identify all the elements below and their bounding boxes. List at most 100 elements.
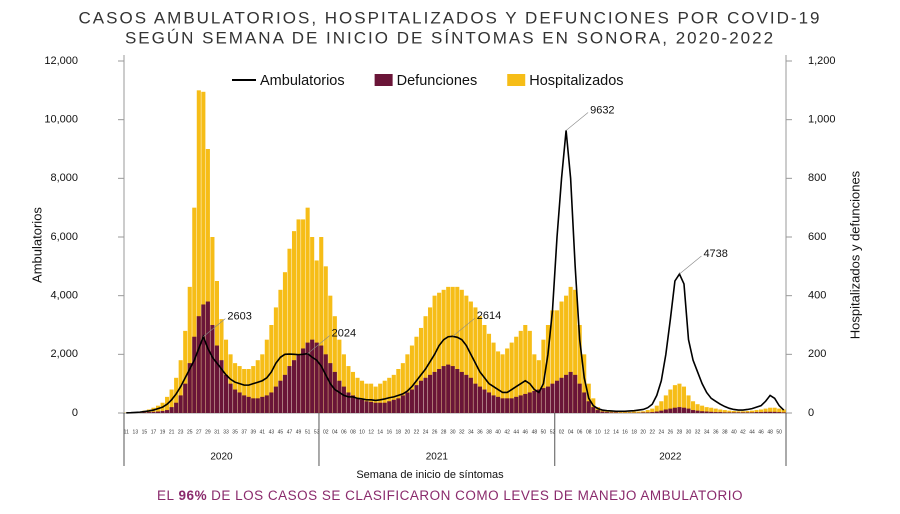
bar [187, 363, 192, 413]
bar [450, 286, 455, 413]
y2-tick-label: 1,200 [808, 55, 836, 67]
x-tick-label: 33 [223, 429, 229, 435]
bar [777, 408, 782, 413]
bar [423, 377, 428, 413]
bar [396, 369, 401, 413]
bar [437, 292, 442, 413]
x-tick-label: 48 [532, 429, 538, 435]
bar [183, 330, 188, 413]
bar [600, 411, 605, 413]
bar [360, 380, 365, 413]
bar [455, 286, 460, 413]
bar [305, 342, 310, 413]
bar [428, 374, 433, 413]
bar [763, 411, 768, 413]
bar [609, 412, 614, 413]
bar [296, 354, 301, 413]
bar [174, 377, 179, 413]
bar [609, 411, 614, 413]
bar [468, 301, 473, 413]
bar [759, 409, 764, 413]
bar [491, 342, 496, 413]
x-tick-label: 11 [124, 429, 129, 435]
x-tick-label: 47 [287, 429, 293, 435]
bar [536, 389, 541, 413]
bar [700, 411, 705, 413]
x-tick-label: 24 [659, 429, 665, 435]
bar [264, 395, 269, 413]
x-tick-label: 34 [704, 429, 710, 435]
footer-text: DE LOS CASOS SE CLASIFICARON COMO LEVES … [211, 488, 743, 503]
bar [754, 412, 759, 413]
bar [455, 369, 460, 413]
legend-label: Defunciones [397, 73, 478, 89]
bar [749, 410, 755, 413]
bar [659, 401, 664, 413]
bar [246, 369, 251, 413]
bar [223, 374, 229, 413]
bar [301, 348, 306, 413]
bar [233, 363, 238, 413]
bar [613, 411, 619, 413]
bar [713, 412, 718, 413]
x-tick-label: 41 [260, 429, 266, 435]
bar [518, 330, 523, 413]
x-tick-label: 20 [640, 429, 646, 435]
bar [282, 374, 288, 413]
x-tick-label: 18 [631, 429, 637, 435]
bar [151, 411, 156, 413]
bar [441, 289, 446, 413]
bar [686, 408, 691, 413]
bar [382, 402, 387, 413]
bar [450, 366, 455, 413]
y-tick-label: 8,000 [50, 172, 78, 184]
bar [613, 412, 619, 413]
label-leader [452, 318, 475, 337]
bar [391, 399, 396, 413]
bar [727, 412, 732, 413]
bar [577, 325, 582, 413]
bar [314, 260, 319, 413]
bar [672, 385, 677, 413]
group-label: 2022 [659, 452, 682, 463]
x-tick-label: 30 [450, 429, 456, 435]
bar [350, 371, 356, 413]
bar [459, 289, 464, 413]
bar [409, 389, 414, 413]
bar [564, 295, 569, 413]
bar [486, 333, 492, 413]
bar [722, 412, 727, 413]
x-tick-label: 37 [241, 429, 247, 435]
x-tick-label: 15 [142, 429, 148, 435]
x-tick-label: 36 [477, 429, 483, 435]
x-tick-label: 38 [486, 429, 492, 435]
bar [246, 396, 251, 413]
bar [464, 295, 469, 413]
bar [369, 383, 374, 413]
bar [364, 383, 369, 413]
y-axis-title: Ambulatorios [29, 207, 44, 283]
x-tick-label: 21 [169, 429, 175, 435]
x-tick-label: 52 [550, 429, 556, 435]
bar [500, 398, 505, 413]
x-tick-label: 19 [160, 429, 166, 435]
bar [700, 405, 705, 413]
bar [214, 345, 219, 413]
data-label: 2603 [227, 311, 251, 323]
bar [423, 316, 428, 413]
bar [718, 409, 723, 413]
bar [641, 412, 646, 413]
bar [641, 411, 646, 413]
bar [405, 392, 410, 413]
x-tick-label: 28 [677, 429, 683, 435]
x-tick-label: 08 [350, 429, 356, 435]
x-tick-label: 18 [396, 429, 402, 435]
x-tick-label: 40 [731, 429, 737, 435]
x-tick-label: 44 [749, 429, 755, 435]
bar [264, 339, 269, 413]
x-tick-label: 10 [595, 429, 601, 435]
legend-label: Hospitalizados [529, 73, 623, 89]
x-tick-label: 20 [405, 429, 411, 435]
bar [695, 404, 700, 413]
bar [754, 410, 759, 413]
